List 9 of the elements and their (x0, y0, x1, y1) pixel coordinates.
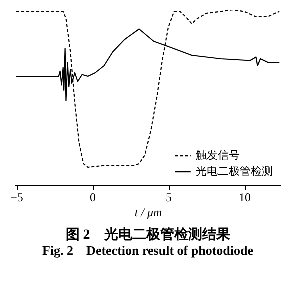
x-tick-label: 5 (166, 190, 172, 204)
x-axis-title: t / μm (134, 206, 163, 220)
text: Fig. 2 Detection result of photodiode (42, 243, 254, 258)
x-tick-label: 10 (239, 190, 252, 204)
x-tick-label: 0 (90, 190, 96, 204)
legend-label: 光电二极管检测 (196, 165, 273, 178)
legend-label: 触发信号 (196, 150, 240, 162)
text: 图 2 光电二极管检测结果 (66, 227, 232, 243)
x-tick-label: −5 (10, 190, 24, 204)
